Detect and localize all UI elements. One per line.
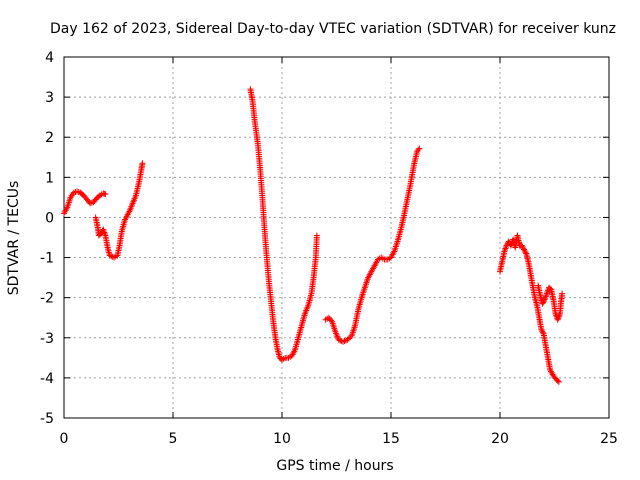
data-point xyxy=(519,243,526,250)
data-point xyxy=(520,246,527,253)
chart-title: Day 162 of 2023, Sidereal Day-to-day VTE… xyxy=(50,21,616,37)
y-tick-label: -1 xyxy=(40,251,54,267)
y-tick-label: 0 xyxy=(45,210,54,226)
data-point xyxy=(337,337,344,344)
data-point xyxy=(547,285,554,292)
grid-lines xyxy=(64,57,609,418)
data-point xyxy=(102,191,109,198)
plot-frame xyxy=(63,56,610,419)
data-point xyxy=(521,247,528,254)
x-axis-label: GPS time / hours xyxy=(276,458,393,474)
x-tick-label: 15 xyxy=(382,431,400,447)
data-point xyxy=(335,336,342,343)
data-point xyxy=(540,298,547,305)
data-point xyxy=(539,329,546,336)
data-point xyxy=(540,299,547,306)
data-point xyxy=(539,328,546,335)
y-tick-label: 3 xyxy=(45,90,54,106)
data-point xyxy=(415,146,422,153)
y-tick-label: -4 xyxy=(40,371,54,387)
data-point xyxy=(539,300,546,307)
x-tick-label: 0 xyxy=(60,431,69,447)
x-tick-label: 10 xyxy=(273,431,291,447)
data-point xyxy=(106,252,113,259)
y-axis-label: SDTVAR / TECUs xyxy=(6,181,22,296)
data-point xyxy=(139,160,146,167)
data-point xyxy=(313,232,320,239)
data-point xyxy=(554,377,561,384)
y-tick-label: -3 xyxy=(40,331,54,347)
data-point xyxy=(559,290,566,297)
y-tick-label: 2 xyxy=(45,130,54,146)
y-tick-label: -5 xyxy=(40,411,54,427)
y-tick-label: 1 xyxy=(45,170,54,186)
data-point xyxy=(522,249,529,256)
data-point xyxy=(340,338,347,345)
y-axis-tick-labels: -5 -4 -3 -2 -1 0 1 2 3 4 xyxy=(40,50,54,427)
data-point xyxy=(520,245,527,252)
data-point xyxy=(345,335,352,342)
data-point xyxy=(538,326,545,333)
data-point xyxy=(344,336,351,343)
data-series xyxy=(61,86,566,385)
data-point xyxy=(347,334,354,341)
x-tick-label: 20 xyxy=(491,431,509,447)
y-tick-label: 4 xyxy=(45,50,54,66)
y-tick-label: -2 xyxy=(40,291,54,307)
data-point xyxy=(328,317,335,324)
axis-ticks xyxy=(63,56,610,419)
data-point xyxy=(555,378,562,385)
x-axis-tick-labels: 0 5 10 15 20 25 xyxy=(60,431,618,447)
data-point xyxy=(518,242,525,249)
data-point xyxy=(341,338,348,345)
data-point xyxy=(416,145,423,152)
x-tick-label: 25 xyxy=(600,431,618,447)
data-point xyxy=(98,230,105,237)
x-tick-label: 5 xyxy=(169,431,178,447)
